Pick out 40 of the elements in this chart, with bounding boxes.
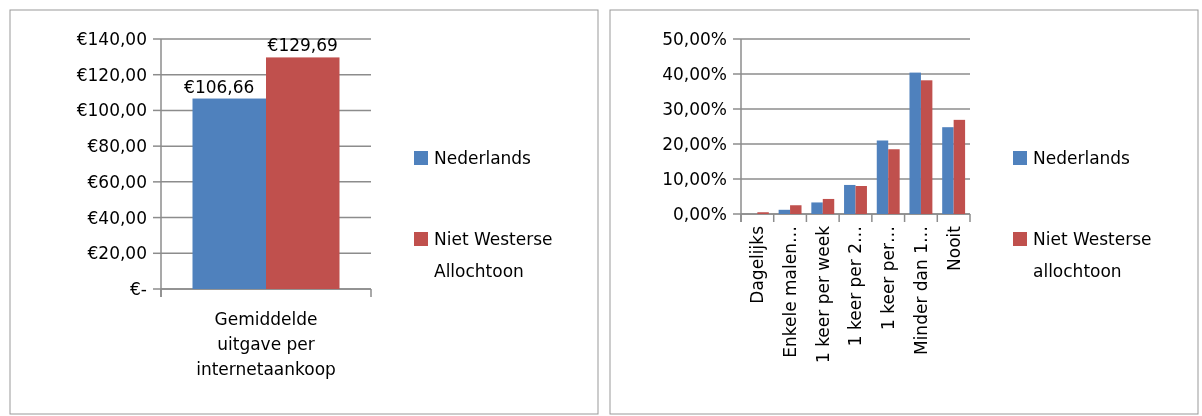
bar (822, 198, 835, 214)
y-tick-label: €- (130, 278, 147, 299)
legend-label: Niet Westerse Allochtoon (434, 228, 553, 281)
bar (909, 72, 921, 214)
data-label: €129,69 (267, 35, 338, 56)
bar (876, 140, 889, 214)
y-tick-label: €40,00 (87, 207, 147, 228)
legend-label: Nederlands (1033, 147, 1131, 168)
x-tick-label: Dagelijks (747, 225, 768, 304)
legend-label: Niet Westerse allochtoon (1033, 228, 1152, 281)
y-tick-label: 10,00% (662, 168, 727, 189)
bar (844, 184, 856, 214)
y-tick-label: 20,00% (662, 133, 727, 154)
x-tick-label: 1 keer per 2… (845, 226, 866, 347)
y-tick-label: €60,00 (87, 171, 147, 192)
bar (790, 205, 802, 214)
bar (778, 209, 791, 214)
y-tick-label: 50,00% (662, 28, 727, 49)
legend-label: Nederlands (434, 147, 532, 168)
y-tick-label: €20,00 (87, 243, 147, 264)
bar (942, 127, 954, 214)
bar (811, 202, 823, 214)
data-label: €106,66 (184, 76, 255, 97)
x-tick-label: Nooit (943, 225, 964, 271)
y-tick-label: €100,00 (76, 100, 147, 121)
y-tick-label: 40,00% (662, 63, 727, 84)
y-tick-label: €120,00 (76, 64, 147, 85)
bar (953, 119, 966, 214)
bar (920, 80, 933, 214)
y-tick-label: 0,00% (672, 203, 727, 224)
x-tick-label: Minder dan 1… (910, 226, 931, 356)
x-tick-label: Gemiddelde uitgave per internetaankoop (196, 309, 336, 379)
x-tick-label: Enkele malen… (780, 226, 801, 358)
y-tick-label: 30,00% (662, 98, 727, 119)
y-tick-label: €140,00 (76, 28, 147, 49)
bar (888, 149, 900, 214)
x-tick-label: 1 keer per… (878, 226, 899, 331)
x-tick-label: 1 keer per week (812, 225, 833, 364)
bar (855, 186, 867, 214)
y-tick-label: €80,00 (87, 136, 147, 157)
